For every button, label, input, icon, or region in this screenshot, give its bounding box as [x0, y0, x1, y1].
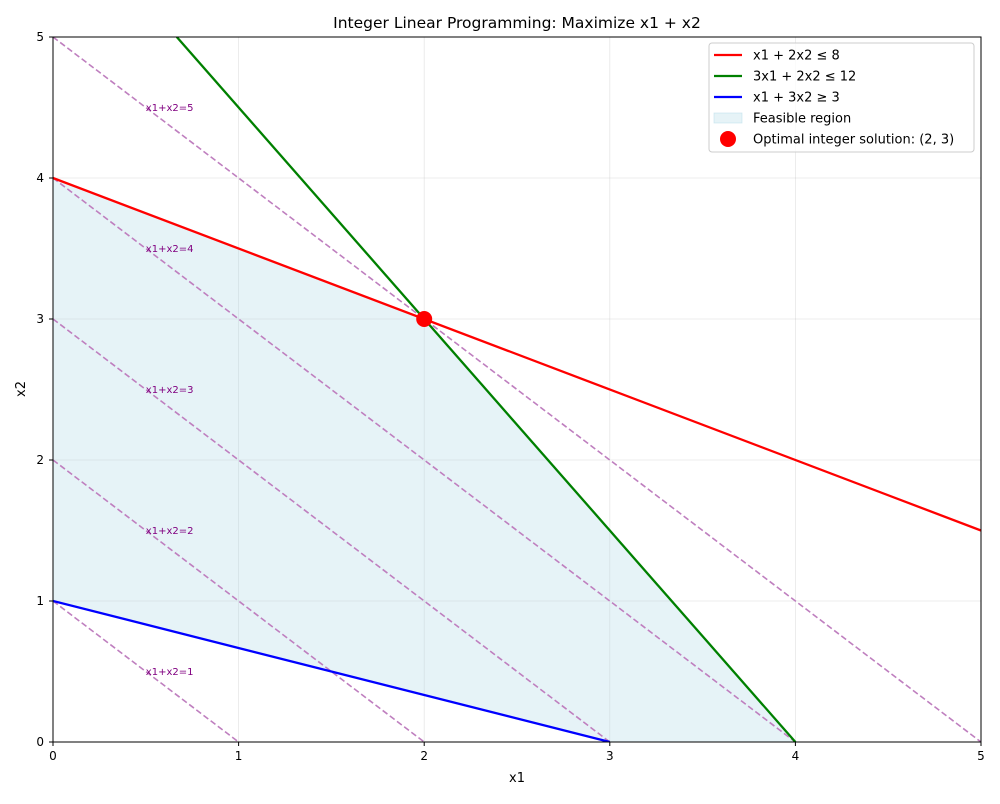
chart-title: Integer Linear Programming: Maximize x1 …: [333, 14, 701, 32]
x-tick-label: 2: [420, 749, 428, 763]
legend-label-constraint-2: 3x1 + 2x2 ≤ 12: [753, 70, 856, 85]
y-tick-label: 4: [36, 171, 44, 185]
y-axis-label: x2: [14, 381, 29, 397]
legend-label-optimal-point: Optimal integer solution: (2, 3): [753, 133, 954, 148]
x-tick-label: 0: [49, 749, 57, 763]
y-tick-label: 3: [36, 312, 44, 326]
optimal-point-marker: [416, 311, 433, 327]
y-tick-label: 0: [36, 735, 44, 749]
constraint-line-3: [53, 599, 611, 742]
axes-frame: [52, 36, 982, 743]
legend-label-constraint-1: x1 + 2x2 ≤ 8: [753, 49, 840, 64]
legend-box: [708, 42, 975, 153]
constraint-line-1: [53, 176, 981, 532]
objective-line-label: x1+x2=1: [146, 667, 194, 678]
objective-line-label: x1+x2=4: [146, 244, 194, 255]
objective-line: [53, 177, 796, 742]
objective-line-label: x1+x2=3: [146, 385, 194, 396]
plot-content: [53, 37, 981, 742]
feasible-region: [53, 178, 796, 742]
legend: x1 + 2x2 ≤ 8 3x1 + 2x2 ≤ 12 x1 + 3x2 ≥ 3 Fe…: [708, 42, 975, 153]
x-tick-label: 3: [606, 749, 614, 763]
constraint-line-2: [175, 37, 797, 742]
objective-line: [53, 600, 240, 742]
legend-label-feasible-region: Feasible region: [753, 112, 851, 127]
y-tick-label: 2: [36, 453, 44, 467]
grid-lines: [52, 36, 982, 743]
y-tick-label: 5: [36, 30, 44, 44]
objective-line-label: x1+x2=5: [146, 103, 194, 114]
legend-handle-feasible-region: [713, 112, 743, 124]
objective-line: [53, 37, 981, 742]
legend-label-constraint-3: x1 + 3x2 ≥ 3: [753, 91, 840, 106]
legend-handle-optimal-point: [720, 131, 736, 147]
y-tick-label: 1: [36, 594, 44, 608]
x-tick-label: 4: [792, 749, 800, 763]
x-tick-label: 1: [235, 749, 243, 763]
objective-line-label: x1+x2=2: [146, 526, 194, 537]
objective-line: [53, 459, 425, 742]
x-axis-label: x1: [509, 771, 525, 786]
x-tick-label: 5: [977, 749, 985, 763]
